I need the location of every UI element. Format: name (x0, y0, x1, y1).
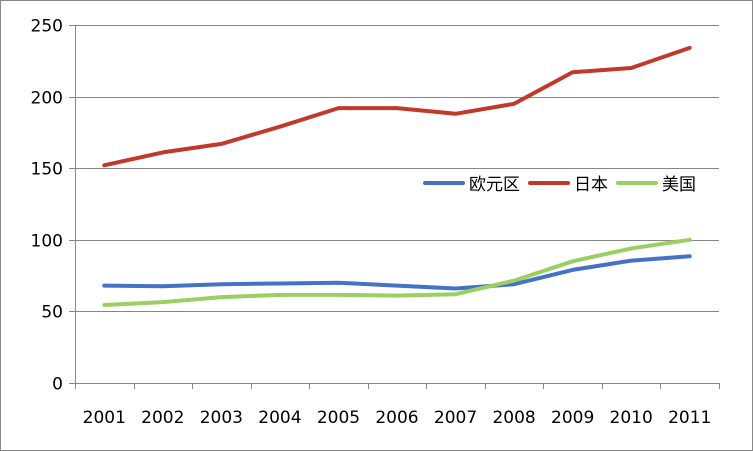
legend-label: 欧元区 (469, 175, 520, 195)
x-tick-label: 2005 (317, 408, 360, 428)
x-tick-label: 2002 (141, 408, 184, 428)
axes (69, 25, 720, 389)
x-tick-label: 2006 (375, 408, 418, 428)
series-line-2 (102, 237, 692, 307)
x-tick-label: 2004 (258, 408, 301, 428)
series-lines (102, 45, 692, 307)
y-tick-label: 200 (31, 89, 63, 109)
y-tick-labels: 0 50 100 150 200 250 (31, 17, 63, 395)
y-tick-label: 150 (31, 160, 63, 180)
x-tick-label: 2008 (492, 408, 535, 428)
y-tick-label: 250 (31, 17, 63, 37)
y-tick-label: 100 (31, 232, 63, 252)
x-tick-label: 2010 (610, 408, 653, 428)
x-tick-labels: 2001 2002 2003 2004 2005 2006 2007 2008 2009 2010… (83, 408, 712, 428)
x-tick-label: 2003 (200, 408, 243, 428)
y-tick-label: 50 (41, 303, 63, 323)
x-tick-label: 2001 (83, 408, 126, 428)
series-line-1 (102, 45, 692, 168)
x-tick-label: 2007 (434, 408, 477, 428)
legend-label: 日本 (574, 175, 608, 195)
y-tick-label: 0 (52, 375, 63, 395)
x-tick-label: 2009 (551, 408, 594, 428)
legend-label: 美国 (662, 175, 696, 195)
x-tick-label: 2011 (668, 408, 711, 428)
series-line-0 (102, 254, 692, 291)
legend: 欧元区 日本 美国 (423, 175, 696, 195)
gridlines (75, 25, 719, 312)
